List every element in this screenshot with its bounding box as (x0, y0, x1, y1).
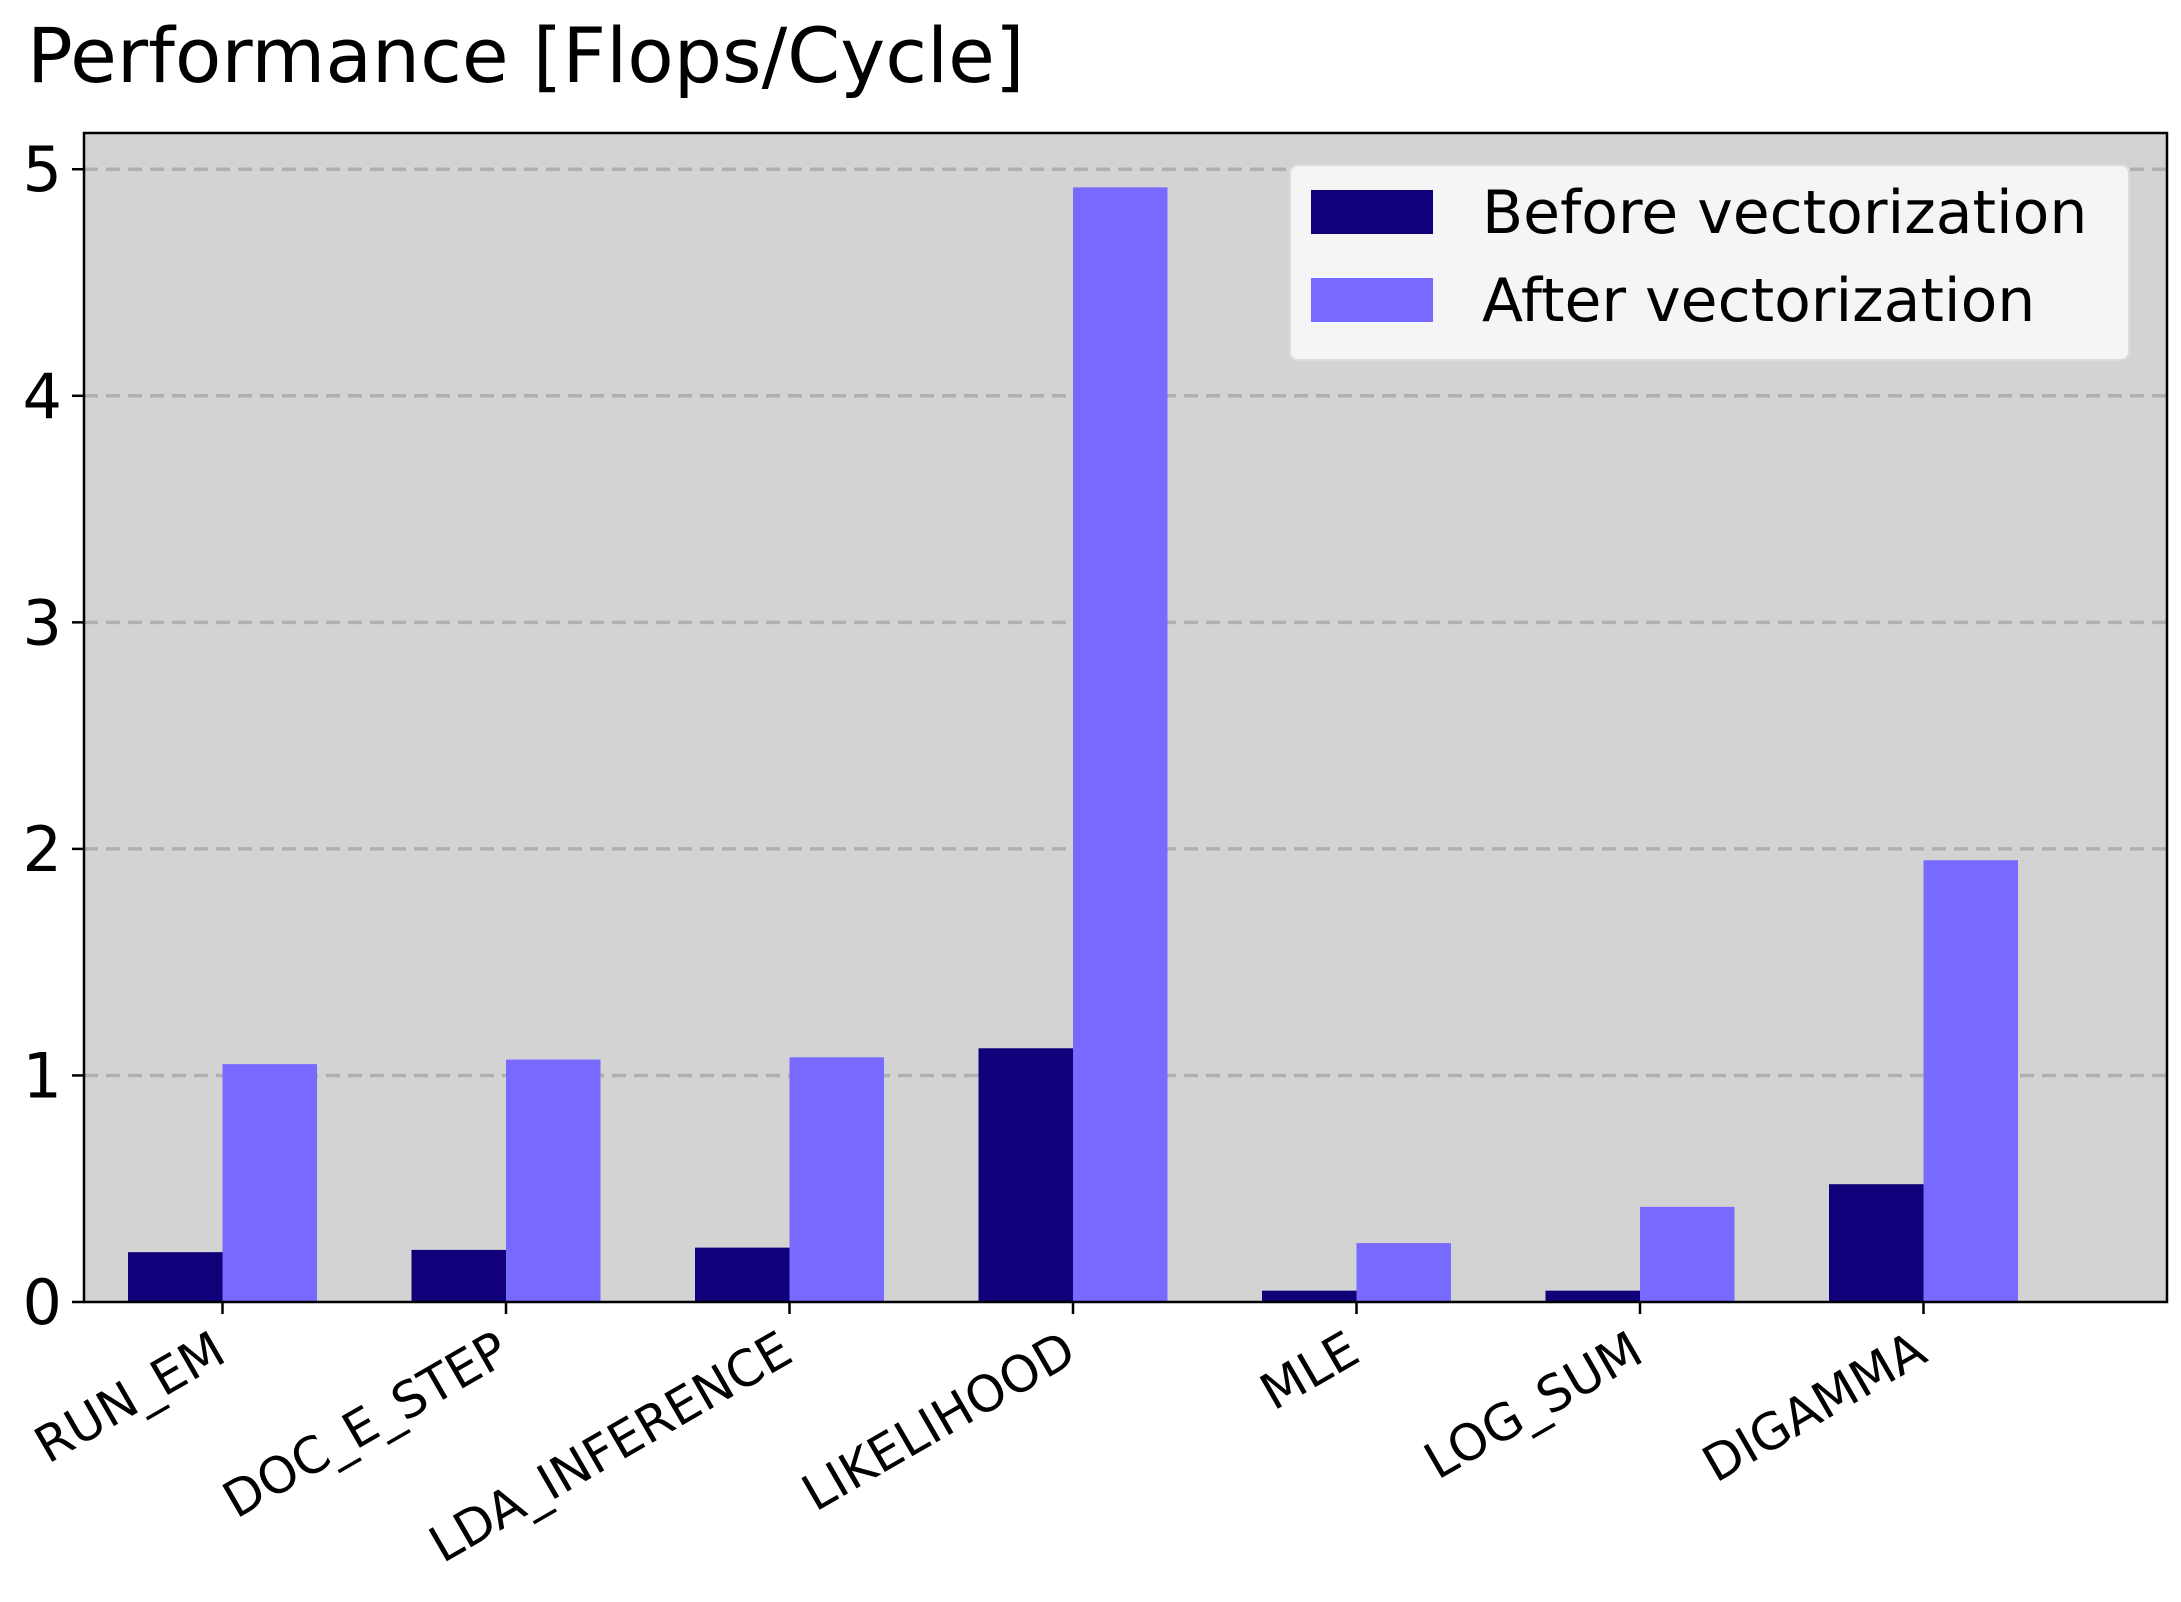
bar-before-mle (1262, 1290, 1357, 1302)
x-tick-label: MLE (1251, 1320, 1369, 1422)
plot-area-frame (82, 131, 2169, 1304)
bars (128, 187, 2018, 1303)
y-tick-label: 5 (23, 133, 62, 206)
y-tick-label: 0 (23, 1266, 62, 1339)
legend-label-after: After vectorization (1482, 266, 2035, 336)
legend-label-before: Before vectorization (1482, 178, 2087, 248)
x-tick-label: LIKELIHOOD (792, 1320, 1085, 1522)
bar-before-run-em (128, 1252, 223, 1302)
y-tick-label: 2 (23, 813, 62, 886)
x-tick-label: LOG_SUM (1415, 1320, 1652, 1491)
y-tick-label: 4 (23, 360, 62, 433)
legend: Before vectorization After vectorization (1289, 164, 2130, 361)
bar-before-digamma (1829, 1184, 1924, 1302)
bar-after-mle (1356, 1243, 1451, 1302)
bar-after-run-em (222, 1064, 317, 1302)
bar-before-lda-inference (695, 1247, 790, 1302)
x-tick-label: DIGAMMA (1693, 1320, 1936, 1494)
bar-before-doc-e-step (411, 1249, 506, 1302)
bar-after-digamma (1923, 860, 2018, 1302)
y-tick-label: 1 (23, 1039, 62, 1112)
legend-box (1289, 164, 2130, 361)
y-tick-label: 3 (23, 586, 62, 659)
chart-title: Performance [Flops/Cycle] (27, 11, 1025, 100)
legend-swatch-before (1311, 190, 1433, 234)
bar-before-log-sum (1545, 1290, 1640, 1302)
bar-before-likelihood (978, 1048, 1073, 1302)
bar-after-doc-e-step (506, 1059, 601, 1302)
x-tick-label: RUN_EM (25, 1320, 235, 1474)
y-axis: 0 1 2 3 4 5 (23, 133, 84, 1339)
bar-after-log-sum (1640, 1206, 1735, 1302)
legend-swatch-after (1311, 278, 1433, 322)
bar-after-likelihood (1073, 187, 1168, 1303)
bar-after-lda-inference (789, 1057, 884, 1302)
